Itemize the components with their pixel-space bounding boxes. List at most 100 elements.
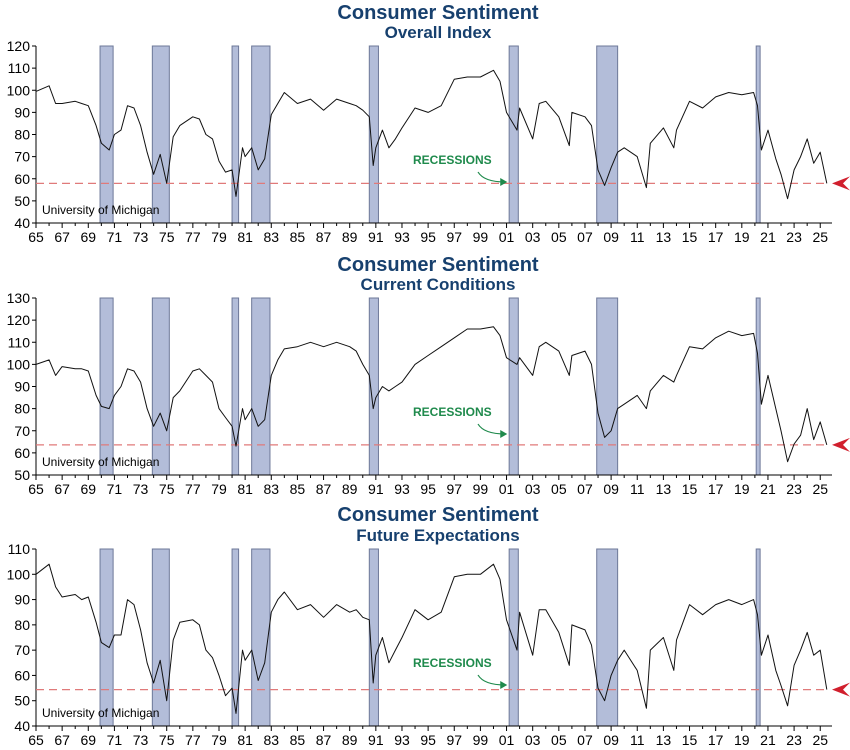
- series-line: [35, 69, 828, 200]
- x-tick-label: 13: [656, 229, 672, 245]
- x-tick-label: 21: [760, 229, 776, 245]
- x-tick-label: 97: [446, 481, 462, 497]
- x-tick-label: 89: [342, 229, 358, 245]
- y-tick-label: 90: [14, 104, 30, 120]
- recession-bar: [231, 297, 240, 476]
- x-tick-label: 95: [420, 732, 436, 748]
- recession-bar: [151, 45, 170, 224]
- latest-value-marker: [832, 176, 850, 191]
- x-tick-label: 67: [54, 481, 70, 497]
- x-tick-label: 99: [473, 229, 489, 245]
- y-tick-label: 120: [7, 38, 31, 54]
- chart-title: Consumer Sentiment: [337, 2, 538, 24]
- x-tick-label: 75: [159, 732, 175, 748]
- y-tick-label: 50: [14, 693, 30, 709]
- recession-bar: [596, 548, 619, 727]
- x-tick-label: 93: [394, 732, 410, 748]
- recessions-label: RECESSIONS: [413, 656, 492, 670]
- recession-bar: [99, 45, 114, 224]
- x-tick-label: 99: [473, 481, 489, 497]
- x-tick-label: 95: [420, 229, 436, 245]
- y-tick-label: 60: [14, 445, 30, 461]
- x-tick-label: 25: [812, 481, 828, 497]
- x-tick-label: 75: [159, 481, 175, 497]
- x-tick-label: 03: [525, 481, 541, 497]
- recession-bar: [596, 297, 619, 476]
- x-tick-label: 97: [446, 229, 462, 245]
- x-tick-label: 15: [682, 732, 698, 748]
- x-tick-label: 81: [237, 732, 253, 748]
- x-tick-label: 11: [630, 732, 645, 748]
- x-tick-label: 05: [551, 732, 567, 748]
- chart-title: Consumer Sentiment: [337, 254, 538, 276]
- y-tick-label: 70: [14, 149, 30, 165]
- recession-bar: [508, 297, 519, 476]
- x-tick-label: 09: [603, 229, 619, 245]
- y-tick-label: 80: [14, 127, 30, 143]
- x-tick-label: 07: [577, 229, 593, 245]
- x-tick-label: 79: [211, 732, 227, 748]
- x-tick-label: 15: [682, 229, 698, 245]
- y-tick-label: 90: [14, 379, 30, 395]
- x-tick-label: 01: [499, 732, 515, 748]
- x-tick-label: 03: [525, 732, 541, 748]
- y-tick-label: 60: [14, 171, 30, 187]
- x-tick-label: 69: [80, 229, 96, 245]
- x-tick-label: 03: [525, 229, 541, 245]
- chart-subtitle: Current Conditions: [361, 275, 516, 294]
- x-tick-label: 25: [812, 229, 828, 245]
- recessions-arrowhead: [500, 681, 508, 689]
- x-tick-label: 77: [185, 481, 201, 497]
- recession-bar: [596, 45, 619, 224]
- recessions-label: RECESSIONS: [413, 405, 492, 419]
- recessions-arrowhead: [500, 178, 508, 186]
- latest-value-marker: [832, 682, 850, 697]
- x-tick-label: 85: [290, 732, 306, 748]
- y-tick-label: 40: [14, 718, 30, 734]
- recession-bar: [755, 45, 761, 224]
- x-tick-label: 01: [499, 481, 515, 497]
- x-tick-label: 83: [263, 732, 279, 748]
- x-tick-label: 23: [786, 481, 802, 497]
- x-tick-label: 65: [28, 229, 44, 245]
- latest-value-marker: [832, 437, 850, 452]
- x-tick-label: 19: [734, 732, 750, 748]
- x-tick-label: 07: [577, 732, 593, 748]
- x-tick-label: 89: [342, 481, 358, 497]
- y-tick-label: 50: [14, 193, 30, 209]
- x-tick-label: 07: [577, 481, 593, 497]
- x-tick-label: 15: [682, 481, 698, 497]
- recession-bar: [151, 297, 170, 476]
- x-tick-label: 99: [473, 732, 489, 748]
- x-tick-label: 71: [107, 229, 123, 245]
- x-tick-label: 69: [80, 732, 96, 748]
- x-tick-label: 19: [734, 481, 750, 497]
- x-tick-label: 77: [185, 732, 201, 748]
- y-tick-label: 110: [8, 334, 31, 350]
- x-tick-label: 09: [603, 732, 619, 748]
- x-tick-label: 85: [290, 229, 306, 245]
- x-tick-label: 65: [28, 481, 44, 497]
- y-tick-label: 80: [14, 401, 30, 417]
- x-tick-label: 25: [812, 732, 828, 748]
- x-tick-label: 87: [316, 732, 332, 748]
- y-tick-label: 110: [8, 60, 31, 76]
- recession-bar: [251, 297, 271, 476]
- recession-bar: [508, 548, 519, 727]
- x-tick-label: 09: [603, 481, 619, 497]
- y-tick-label: 130: [7, 290, 31, 306]
- y-tick-label: 90: [14, 592, 30, 608]
- x-tick-label: 83: [263, 229, 279, 245]
- y-tick-label: 70: [14, 642, 30, 658]
- series-line: [35, 563, 828, 714]
- y-tick-label: 100: [7, 566, 31, 582]
- series-line: [35, 326, 828, 463]
- x-tick-label: 11: [630, 229, 645, 245]
- x-tick-label: 75: [159, 229, 175, 245]
- x-tick-label: 87: [316, 229, 332, 245]
- y-tick-label: 50: [14, 467, 30, 483]
- source-label: University of Michigan: [42, 706, 159, 720]
